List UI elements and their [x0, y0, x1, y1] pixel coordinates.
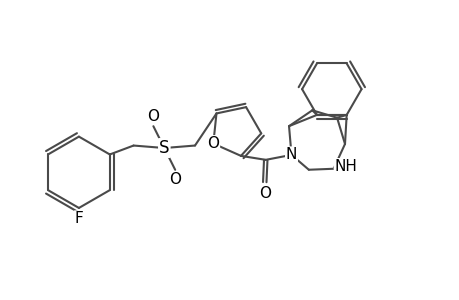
Text: S: S [159, 139, 169, 157]
Text: NH: NH [334, 159, 357, 174]
Text: F: F [74, 212, 83, 226]
Text: S: S [159, 139, 169, 157]
Text: NH: NH [334, 159, 357, 174]
Text: O: O [258, 185, 270, 200]
Text: F: F [74, 212, 83, 226]
Text: O: O [207, 136, 219, 151]
Text: O: O [169, 172, 181, 187]
Text: O: O [147, 109, 159, 124]
Text: O: O [147, 109, 159, 124]
Text: N: N [285, 147, 297, 162]
Text: O: O [169, 172, 181, 187]
Text: N: N [285, 147, 297, 162]
Text: O: O [207, 136, 219, 151]
Text: O: O [258, 185, 270, 200]
